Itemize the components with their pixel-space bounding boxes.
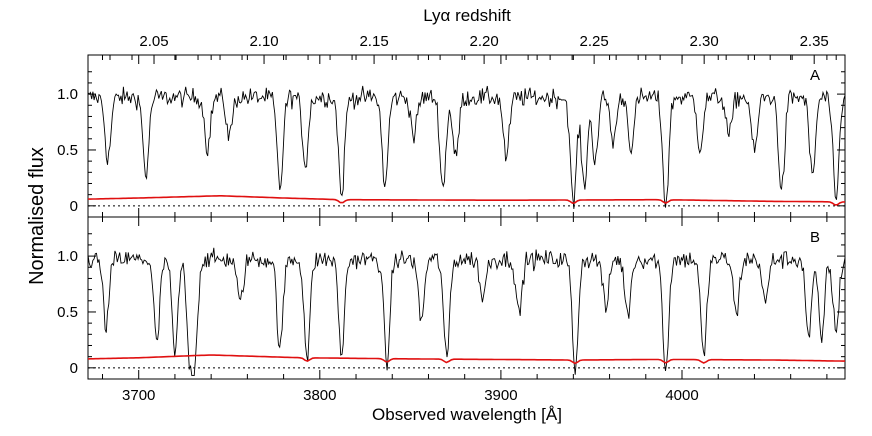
y-axis-title: Normalised flux <box>26 147 48 285</box>
y-tick-label: 0 <box>70 198 78 215</box>
noise-spectrum <box>87 354 845 365</box>
panel-label: B <box>810 229 820 246</box>
panel-frame <box>87 216 846 380</box>
x2-tick-label: 2.25 <box>580 33 609 50</box>
x-tick-label: 3700 <box>122 387 155 404</box>
panel-b: 0 0.5 1.0 B <box>57 216 846 380</box>
x-tick-label: 4000 <box>665 387 698 404</box>
y-tick-label: 0.5 <box>57 142 78 159</box>
flux-spectrum <box>87 247 846 377</box>
y-tick-label: 1.0 <box>57 248 78 265</box>
x2-tick-label: 2.20 <box>470 33 499 50</box>
y-tick-label: 0.5 <box>57 304 78 321</box>
x-axis-bottom: 3700 3800 3900 4000 <box>122 387 699 404</box>
x-tick-label: 3900 <box>484 387 517 404</box>
panel-label: A <box>810 67 820 84</box>
noise-spectrum <box>88 195 846 206</box>
panel-a: 0 0.5 1.0 A <box>57 54 846 218</box>
y-tick-label: 1.0 <box>57 86 78 103</box>
x-tick-label: 3800 <box>303 387 336 404</box>
x-axis-top: 2.05 2.10 2.15 2.20 2.25 2.30 2.35 <box>109 33 837 64</box>
x2-tick-label: 2.30 <box>690 33 719 50</box>
x2-axis-title: Lyα redshift <box>423 6 511 25</box>
x2-tick-label: 2.05 <box>139 33 168 50</box>
flux-spectrum <box>87 85 846 209</box>
x-axis-title: Observed wavelength [Å] <box>372 405 562 424</box>
x2-tick-label: 2.35 <box>800 33 829 50</box>
panel-frame <box>87 54 846 218</box>
x2-tick-label: 2.15 <box>359 33 388 50</box>
x2-tick-label: 2.10 <box>249 33 278 50</box>
y-tick-label: 0 <box>70 360 78 377</box>
